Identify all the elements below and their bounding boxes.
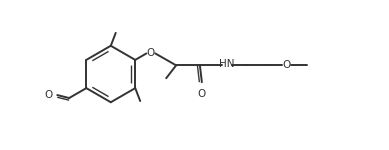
Text: O: O xyxy=(282,60,291,70)
Text: O: O xyxy=(147,48,155,58)
Text: HN: HN xyxy=(219,59,235,69)
Text: O: O xyxy=(198,89,206,99)
Text: O: O xyxy=(45,90,53,100)
